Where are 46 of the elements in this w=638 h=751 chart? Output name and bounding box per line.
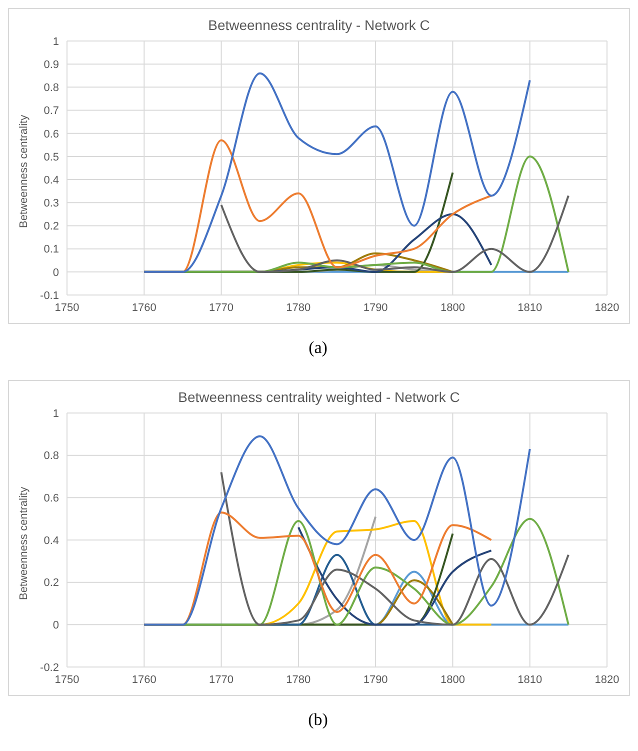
- x-tick-label: 1770: [209, 674, 234, 686]
- x-tick-label: 1750: [54, 302, 80, 314]
- y-tick-label: 0.1: [44, 244, 59, 256]
- x-tick-label: 1780: [286, 302, 311, 314]
- text: (a): [308, 337, 328, 359]
- y-tick-label: 0.6: [44, 128, 59, 140]
- y-axis-title: Betweenness centrality: [18, 114, 30, 228]
- chart-title: Betweenness centrality - Network C: [207, 16, 431, 33]
- x-tick-label: 1760: [132, 674, 156, 686]
- line-series: [297, 526, 492, 626]
- line-series: [143, 435, 531, 626]
- x-tick-label: 1820: [594, 674, 620, 686]
- y-tick-label: 0: [52, 620, 59, 632]
- y-tick-label: 0.7: [44, 105, 59, 118]
- y-tick-label: -0.1: [40, 290, 59, 302]
- x-tick-label: 1760: [132, 302, 156, 314]
- y-tick-label: 0.6: [44, 492, 59, 505]
- x-tick-label: 1810: [518, 302, 542, 314]
- line-series: [220, 194, 570, 273]
- x-tick-label: 1790: [363, 302, 388, 314]
- line-series: [220, 471, 570, 626]
- x-tick-label: 1780: [286, 674, 311, 686]
- y-tick-label: 0.8: [44, 82, 59, 94]
- y-tick-label: 0.2: [44, 577, 59, 590]
- y-tick-label: 1: [52, 408, 59, 420]
- text: (b): [307, 709, 329, 731]
- x-tick-label: 1800: [440, 302, 465, 314]
- x-tick-label: 1810: [518, 674, 542, 686]
- y-tick-label: 0: [52, 266, 59, 279]
- x-tick-label: 1750: [54, 674, 80, 686]
- x-tick-label: 1770: [209, 302, 234, 314]
- y-axis-title: Betweenness centrality: [18, 486, 30, 600]
- line-series: [143, 72, 531, 273]
- x-tick-label: 1790: [363, 674, 388, 686]
- y-tick-label: 0.2: [44, 220, 59, 233]
- y-tick-label: 0.5: [44, 151, 59, 164]
- x-tick-label: 1820: [594, 302, 620, 314]
- y-tick-label: 0.4: [44, 534, 59, 547]
- y-tick-label: 0.3: [44, 198, 59, 210]
- chart-title: Betweenness centrality weighted - Network C: [177, 388, 461, 405]
- y-tick-label: -0.2: [40, 662, 59, 674]
- y-tick-label: 1: [52, 36, 59, 48]
- y-tick-label: 0.4: [44, 174, 59, 186]
- x-tick-label: 1800: [440, 674, 465, 686]
- y-tick-label: 0.8: [44, 450, 59, 462]
- y-tick-label: 0.9: [44, 58, 59, 71]
